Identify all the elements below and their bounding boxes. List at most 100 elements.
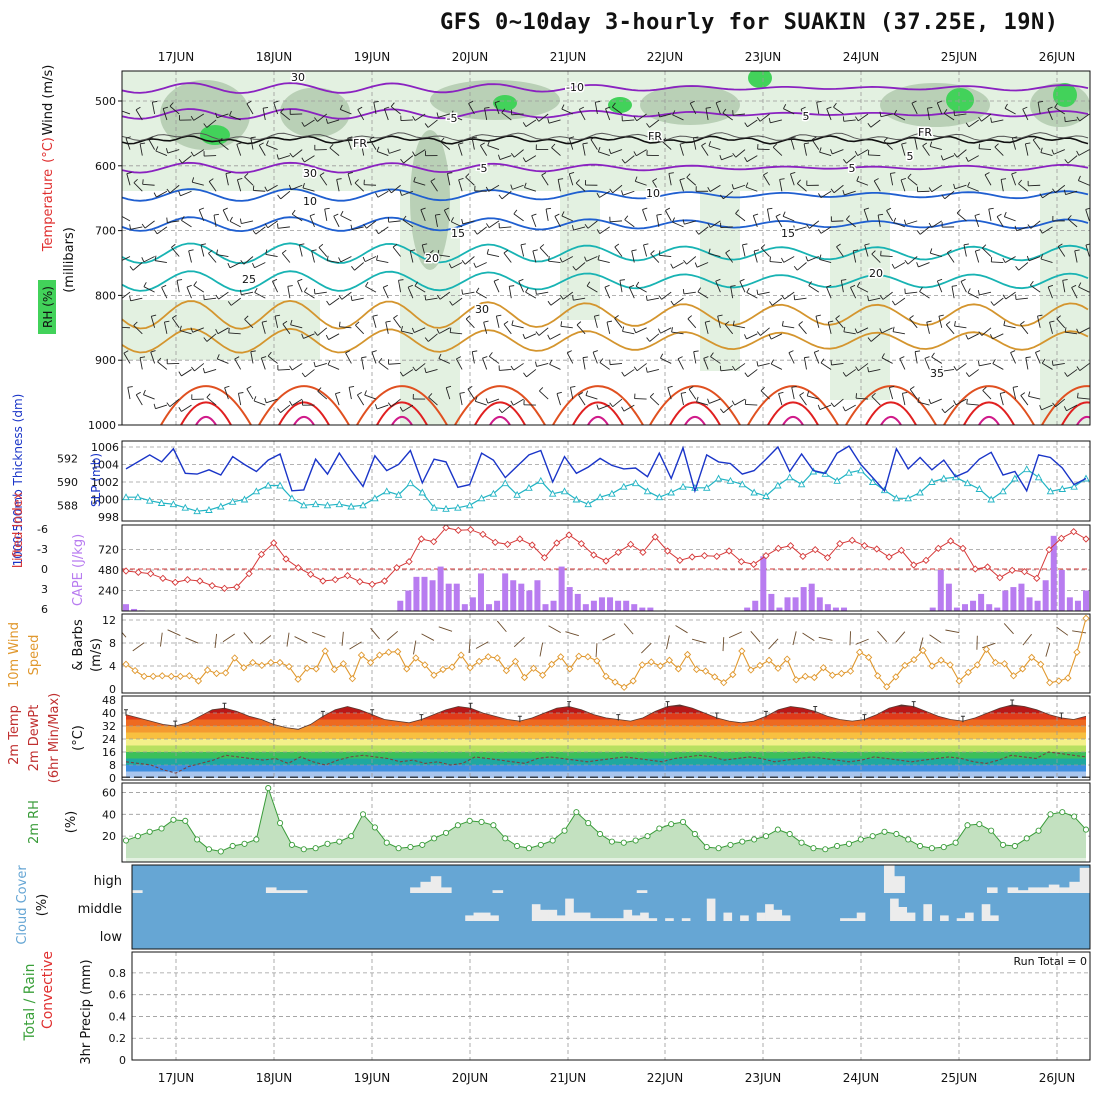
hot-contour <box>454 385 546 425</box>
wind-barb <box>772 143 778 148</box>
hot-contour <box>552 385 644 425</box>
wind-barb <box>561 215 573 222</box>
lifted-index-point <box>146 570 155 578</box>
wind-barb <box>520 243 526 246</box>
wind-barb <box>208 178 214 182</box>
rh-point <box>834 842 841 850</box>
rh-point <box>537 841 544 848</box>
thickness-tick: 590 <box>57 476 78 489</box>
wind-speed-point <box>520 673 529 682</box>
rh-point <box>371 824 378 831</box>
wind-barb <box>118 295 121 299</box>
wind-speed-point <box>846 667 855 675</box>
wind-speed-point <box>819 664 827 672</box>
wind-barb <box>143 282 147 287</box>
wind-barb <box>709 184 721 192</box>
wind-barb <box>384 106 390 110</box>
wind-barb <box>567 350 572 354</box>
wind-barb <box>446 173 451 186</box>
cloud-bar-middle <box>681 918 691 921</box>
cloud-bar-high <box>276 890 287 893</box>
wind-barb <box>636 149 647 157</box>
cape-bar <box>607 597 614 611</box>
cape-bar <box>978 593 985 611</box>
temp-band <box>126 719 1086 726</box>
temp-tick: 48 <box>102 694 116 707</box>
wind-barb <box>456 356 462 360</box>
thickness-point <box>489 489 498 497</box>
wind-barb <box>842 189 845 196</box>
wind-barb <box>624 155 635 164</box>
wind-barb <box>807 256 819 262</box>
wind-barb <box>278 155 291 160</box>
wind-barb <box>153 229 158 235</box>
cape-bar <box>469 597 476 611</box>
wind-barb <box>612 398 623 408</box>
wind-barb <box>459 393 463 406</box>
wind-barb <box>977 360 980 366</box>
cloud-bar-high <box>296 890 308 893</box>
wind-barb <box>341 291 352 300</box>
rh-point <box>134 833 141 840</box>
wind-barb <box>633 116 638 121</box>
wind-barb-10m <box>132 642 145 652</box>
wind-barb <box>376 255 379 261</box>
wind-speed-point <box>385 648 393 656</box>
wind-barb <box>378 226 389 235</box>
isotherm-line <box>122 82 1089 94</box>
wind-barb <box>888 387 894 400</box>
wind-speed-point <box>982 645 991 653</box>
wind-barb <box>569 136 575 139</box>
wind-barb <box>578 392 583 396</box>
thickness-point <box>904 494 912 502</box>
label-temp-unit2: (°C) <box>71 725 86 751</box>
wind-barb <box>585 395 598 400</box>
wind-barb <box>996 213 1002 217</box>
contour-label: 20 <box>425 252 439 265</box>
wind-barb <box>979 291 992 296</box>
wind-barb <box>315 363 327 368</box>
wind-barb <box>790 173 795 186</box>
contour-label: 30 <box>475 303 489 316</box>
wind-barb <box>622 326 625 332</box>
lifted-index-point <box>626 540 635 548</box>
wind-barb <box>230 297 241 306</box>
wind-barb-10m <box>1045 643 1051 657</box>
wind-barb <box>186 284 192 288</box>
rh-point <box>999 841 1007 848</box>
wind-barb <box>192 327 204 333</box>
wind-barb <box>317 327 328 336</box>
wind-barb <box>677 356 683 360</box>
wind-barb <box>143 389 146 395</box>
wind-barb <box>960 278 966 282</box>
wind-barb-10m <box>929 634 942 643</box>
wind-barb <box>1051 360 1054 366</box>
wind-barb <box>960 281 967 293</box>
wind-barb <box>513 209 518 215</box>
cape-bar <box>816 597 823 611</box>
wind-barb <box>954 325 967 329</box>
wind-barb <box>485 186 490 192</box>
wind-barb <box>496 314 502 317</box>
wind-barb-10m <box>1003 623 1014 635</box>
cloud-bar-middle <box>781 915 791 921</box>
wind-barb <box>143 286 155 293</box>
wind-speed-point <box>258 661 266 670</box>
wind-barb <box>297 278 303 282</box>
wind-barb <box>156 226 168 235</box>
wind-barb <box>142 183 155 186</box>
wind-barb <box>845 215 850 220</box>
wind-barb <box>452 297 463 306</box>
rh-point <box>597 830 604 838</box>
wind-barb <box>609 188 614 194</box>
wind-barb <box>853 249 859 252</box>
wind-tick: 0 <box>109 683 116 696</box>
thickness-point <box>643 487 652 495</box>
wind-barb <box>978 116 982 122</box>
wind-barb <box>782 211 786 217</box>
wind-barb <box>945 321 951 326</box>
wind-barb <box>133 325 143 335</box>
wind-plot <box>122 614 1090 693</box>
wind-barb <box>843 331 856 335</box>
